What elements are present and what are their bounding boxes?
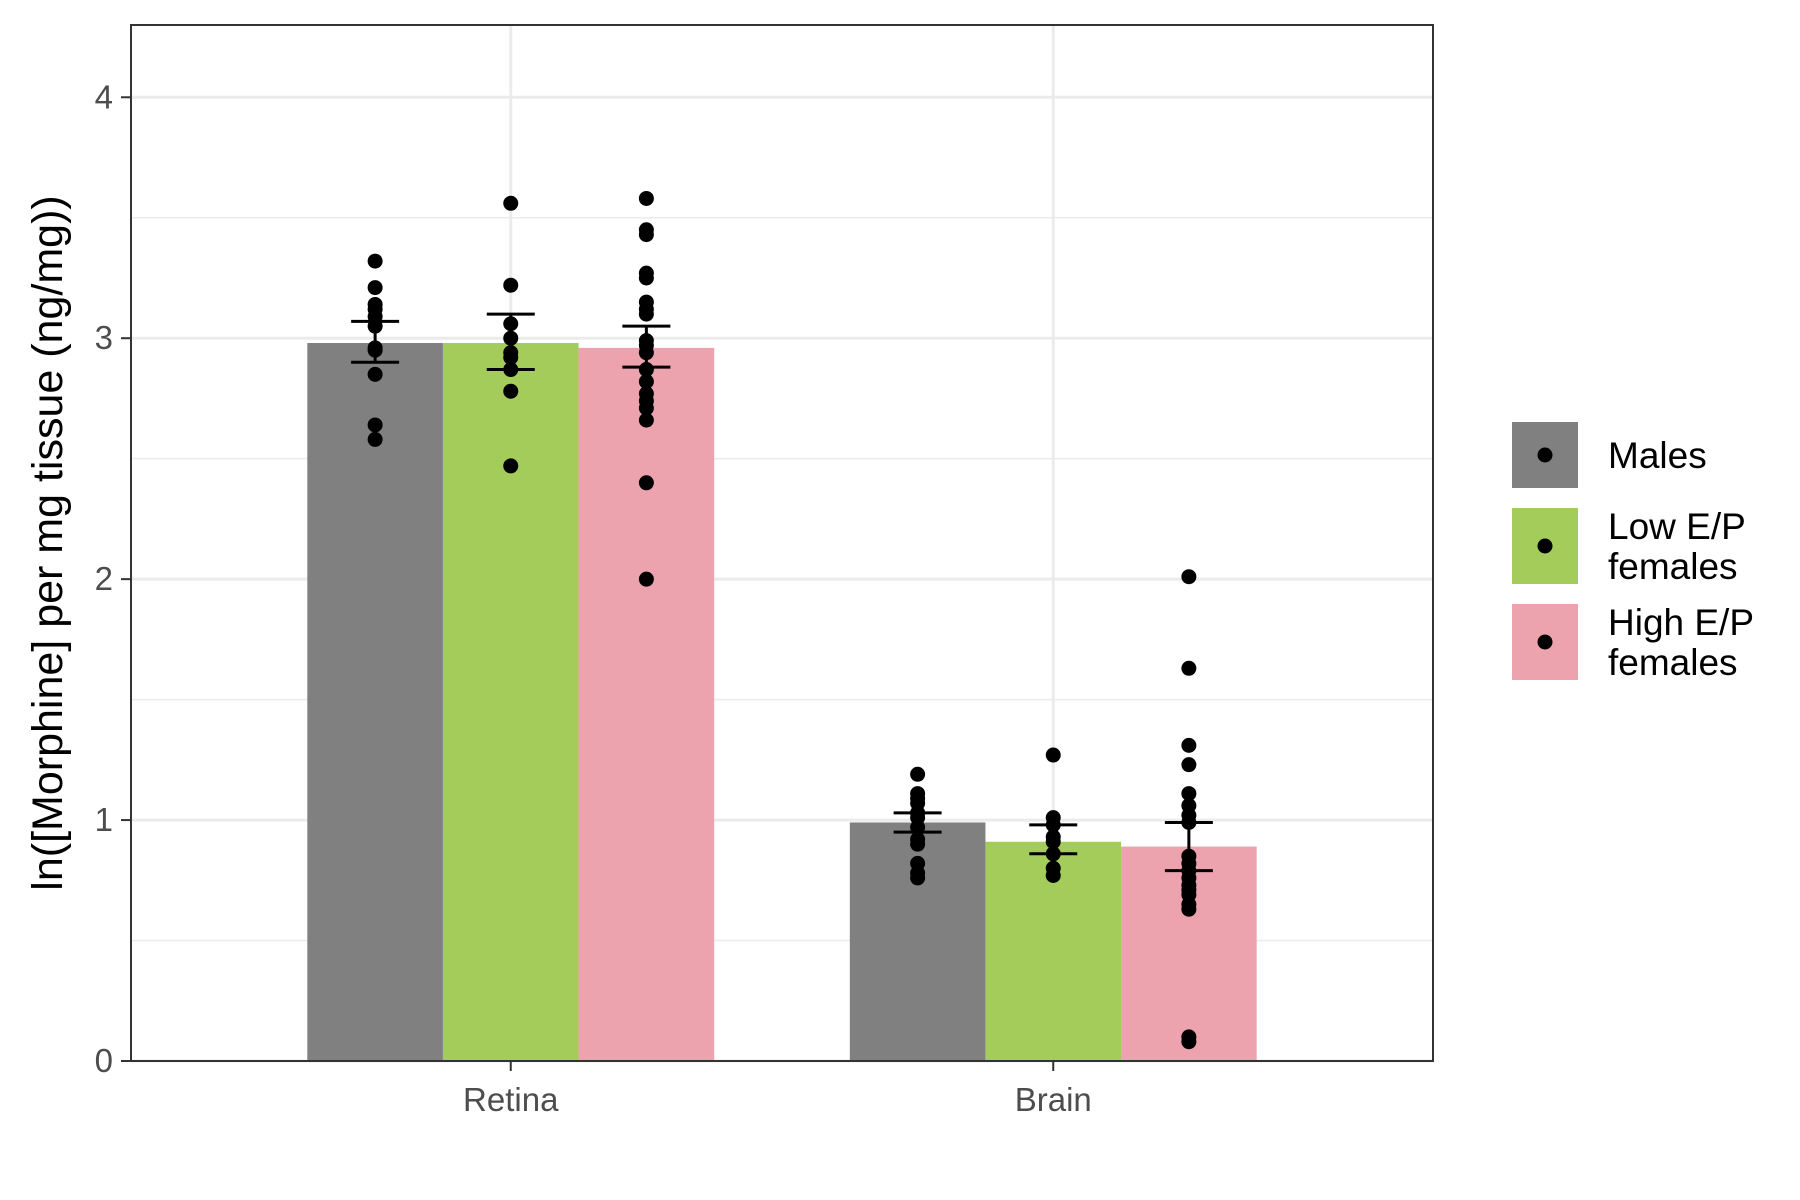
data-point — [1181, 569, 1197, 585]
data-point — [1181, 786, 1197, 802]
errorbar-layer — [351, 312, 1213, 873]
axis-layer: 0 1 2 3 4 Retina Brain — [95, 78, 1092, 1118]
legend-label: Males — [1608, 435, 1707, 476]
legend-point — [1537, 634, 1553, 650]
data-point — [638, 374, 654, 390]
y-tick-label: 1 — [95, 801, 113, 838]
data-point — [638, 227, 654, 243]
data-point — [503, 458, 519, 474]
data-point — [1181, 737, 1197, 753]
legend-label-line: females — [1608, 546, 1738, 587]
data-point — [1181, 660, 1197, 676]
data-point — [503, 383, 519, 399]
data-point — [367, 366, 383, 382]
y-tick-label: 2 — [95, 560, 113, 597]
y-tick-label: 4 — [95, 78, 113, 115]
data-point — [638, 571, 654, 587]
data-point — [638, 270, 654, 286]
bar — [307, 343, 443, 1061]
y-tick-label: 3 — [95, 319, 113, 356]
legend-label-line: Low E/P — [1608, 506, 1746, 547]
x-tick-label: Retina — [463, 1081, 559, 1118]
point-layer — [367, 190, 1197, 1050]
data-point — [638, 306, 654, 322]
x-tick-label: Brain — [1015, 1081, 1092, 1118]
bar — [578, 347, 715, 1061]
data-point — [1045, 747, 1061, 763]
data-point — [638, 190, 654, 206]
data-point — [503, 195, 519, 211]
data-point — [638, 400, 654, 416]
data-point — [638, 412, 654, 428]
legend-label: Low E/P females — [1608, 506, 1746, 587]
data-point — [367, 253, 383, 269]
legend-label-line: females — [1608, 642, 1738, 683]
legend-label-line: Males — [1608, 435, 1707, 476]
data-point — [367, 280, 383, 296]
data-point — [910, 766, 926, 782]
y-tick-label: 0 — [95, 1042, 113, 1079]
data-point — [503, 277, 519, 293]
data-point — [367, 431, 383, 447]
data-point — [1181, 901, 1197, 917]
legend-point — [1537, 538, 1553, 554]
data-point — [1181, 757, 1197, 773]
panel-border — [130, 24, 1434, 1062]
bar-layer — [307, 343, 1257, 1061]
data-point — [910, 870, 926, 886]
legend-label-line: High E/P — [1608, 602, 1754, 643]
data-point — [1045, 867, 1061, 883]
y-axis-title: ln([Morphine] per mg tissue (ng/mg)) — [24, 195, 72, 890]
data-point — [367, 417, 383, 433]
legend-label: High E/P females — [1608, 602, 1754, 683]
data-point — [638, 475, 654, 491]
data-point — [910, 836, 926, 852]
legend-point — [1537, 447, 1553, 463]
bar — [442, 343, 579, 1061]
data-point — [1181, 1034, 1197, 1050]
